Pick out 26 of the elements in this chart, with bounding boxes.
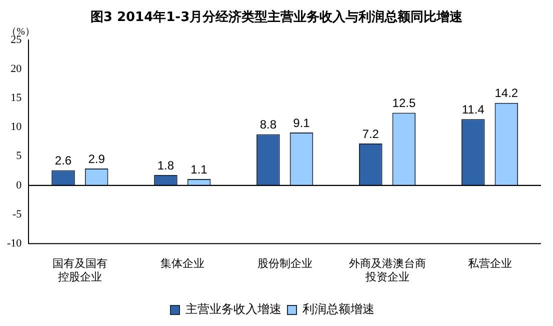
y-tick-label: 10	[10, 121, 22, 134]
y-tick-label: -10	[6, 237, 22, 250]
x-tick-label: 外商及港澳台商投资企业	[348, 257, 426, 284]
data-label: 14.2	[494, 86, 518, 100]
x-tick-label: 国有及国有控股企业	[52, 257, 108, 284]
x-tick-label: 集体企业	[160, 257, 204, 270]
data-label: 9.1	[293, 116, 310, 130]
data-label: 12.5	[392, 96, 416, 110]
data-label: 8.8	[260, 118, 277, 132]
data-label: 1.1	[190, 162, 208, 176]
x-tick-label: 股份制企业	[257, 257, 312, 270]
data-label: 11.4	[462, 102, 485, 116]
data-label: 1.8	[157, 158, 174, 172]
y-tick-label: 25	[10, 34, 22, 46]
data-label: 2.6	[54, 154, 72, 168]
y-tick-label: 0	[16, 179, 22, 192]
data-label: 7.2	[362, 126, 380, 141]
y-tick-label: 5	[16, 150, 22, 162]
x-tick-label: 私营企业	[468, 257, 512, 270]
y-tick-label: 20	[10, 62, 22, 75]
y-tick-label: -5	[12, 208, 22, 220]
chart-title: 图3 2014年1-3月分经济类型主营业务收入与利润总额同比增速	[89, 8, 464, 26]
y-tick-label: 15	[10, 92, 22, 104]
data-label: 2.9	[88, 152, 106, 166]
legend-label: 主营业务收入增速	[186, 302, 282, 316]
legend-label: 利润总额增速	[302, 302, 374, 316]
